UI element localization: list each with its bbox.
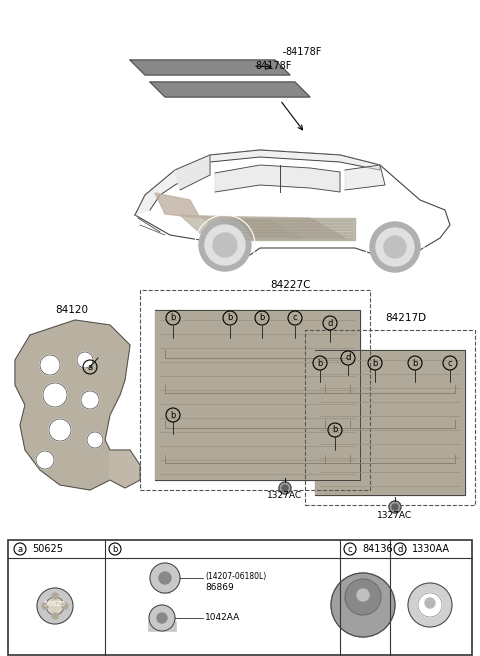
Text: b: b	[170, 411, 176, 419]
Polygon shape	[135, 150, 450, 255]
Text: b: b	[170, 314, 176, 323]
Text: c: c	[448, 358, 452, 367]
Circle shape	[418, 593, 442, 617]
Circle shape	[408, 583, 452, 627]
Circle shape	[345, 579, 381, 615]
Polygon shape	[110, 450, 140, 488]
Polygon shape	[15, 320, 130, 490]
Circle shape	[62, 603, 68, 609]
Circle shape	[282, 485, 288, 491]
Circle shape	[52, 613, 58, 619]
Bar	[305, 330, 475, 505]
Circle shape	[36, 451, 54, 469]
Circle shape	[81, 391, 99, 409]
Text: b: b	[317, 358, 323, 367]
Text: 1330AA: 1330AA	[412, 544, 450, 554]
Circle shape	[213, 233, 237, 257]
Text: c: c	[293, 314, 297, 323]
Text: b: b	[372, 358, 378, 367]
Text: 50625: 50625	[32, 544, 63, 554]
Circle shape	[159, 572, 171, 584]
Circle shape	[389, 501, 401, 513]
Circle shape	[279, 482, 291, 494]
Polygon shape	[215, 165, 340, 192]
Circle shape	[87, 432, 103, 448]
Text: (14207-06180L): (14207-06180L)	[205, 571, 266, 581]
Polygon shape	[130, 60, 290, 75]
Polygon shape	[200, 216, 345, 238]
Circle shape	[77, 352, 93, 368]
Text: b: b	[112, 544, 118, 554]
Circle shape	[52, 593, 58, 599]
Bar	[160, 579, 170, 593]
Text: 84120: 84120	[55, 305, 88, 315]
Circle shape	[149, 605, 175, 631]
Text: d: d	[327, 319, 333, 327]
Text: b: b	[412, 358, 418, 367]
Bar	[8, 540, 472, 655]
Text: 84227C: 84227C	[270, 280, 311, 290]
Text: 84178F: 84178F	[255, 61, 291, 71]
Polygon shape	[315, 350, 465, 495]
Circle shape	[37, 588, 73, 624]
Circle shape	[42, 603, 48, 609]
Polygon shape	[155, 310, 360, 480]
Circle shape	[392, 504, 398, 510]
Polygon shape	[175, 155, 210, 190]
Text: d: d	[397, 544, 403, 554]
Circle shape	[150, 563, 180, 593]
Circle shape	[331, 573, 395, 637]
Text: b: b	[259, 314, 264, 323]
Circle shape	[370, 222, 420, 272]
Text: a: a	[17, 544, 23, 554]
Text: 1327AC: 1327AC	[267, 491, 302, 501]
Text: 86869: 86869	[205, 583, 234, 592]
Bar	[148, 621, 176, 631]
Text: 1327AC: 1327AC	[377, 510, 413, 520]
Bar	[140, 290, 370, 490]
Text: b: b	[228, 314, 233, 323]
Polygon shape	[220, 218, 355, 240]
Circle shape	[199, 219, 251, 271]
Polygon shape	[345, 165, 385, 190]
Circle shape	[43, 383, 67, 407]
Text: 84178F: 84178F	[285, 47, 322, 57]
Circle shape	[205, 225, 245, 265]
Text: 50625: 50625	[44, 601, 66, 607]
Polygon shape	[155, 193, 200, 218]
Text: 84136: 84136	[362, 544, 393, 554]
Text: a: a	[87, 363, 93, 371]
Text: 84217D: 84217D	[385, 313, 426, 323]
Circle shape	[384, 236, 406, 258]
Polygon shape	[150, 82, 310, 97]
Polygon shape	[135, 165, 210, 215]
Circle shape	[157, 613, 167, 623]
Circle shape	[357, 589, 369, 601]
Text: d: d	[345, 354, 351, 363]
Text: 1042AA: 1042AA	[205, 613, 240, 623]
Text: b: b	[332, 426, 338, 434]
Circle shape	[49, 419, 71, 441]
Circle shape	[46, 597, 64, 615]
Circle shape	[40, 355, 60, 375]
Circle shape	[376, 228, 414, 266]
Polygon shape	[210, 150, 380, 170]
Polygon shape	[180, 215, 300, 238]
Circle shape	[425, 598, 435, 608]
Text: c: c	[348, 544, 352, 554]
